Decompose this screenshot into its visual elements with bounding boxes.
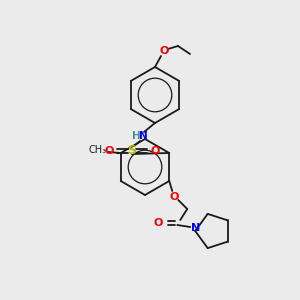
Text: O: O xyxy=(150,146,160,156)
Text: N: N xyxy=(139,131,147,141)
Text: O: O xyxy=(159,46,169,56)
Text: O: O xyxy=(154,218,163,228)
Text: O: O xyxy=(104,146,114,156)
Text: CH₃: CH₃ xyxy=(89,145,107,155)
Text: N: N xyxy=(190,223,200,233)
Text: O: O xyxy=(169,192,179,202)
Text: H: H xyxy=(132,131,140,141)
Text: S: S xyxy=(128,145,136,158)
